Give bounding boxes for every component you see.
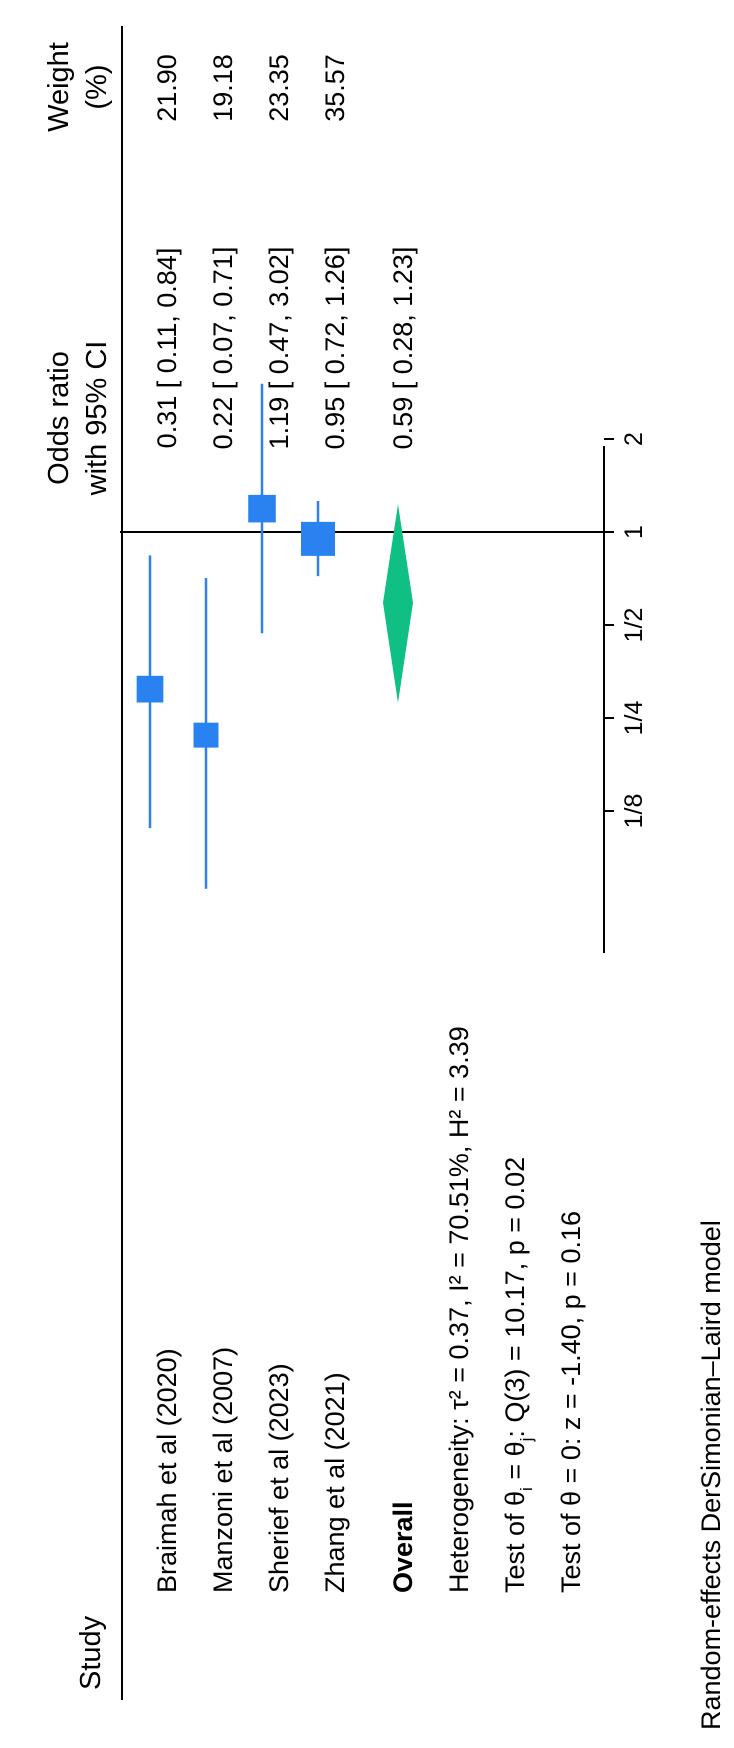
q-test-text: Test of θi = θj: Q(3) = 10.17, p = 0.02 <box>500 1157 536 1593</box>
chart-marks <box>136 383 413 889</box>
study-label: Sherief et al (2023) <box>264 1363 294 1593</box>
x-axis-tick-label: 1/4 <box>620 701 648 736</box>
study-ci-text: 0.22 [ 0.07, 0.71] <box>208 247 238 450</box>
study-marker <box>193 722 219 748</box>
x-axis-tick-label: 1/8 <box>620 794 648 829</box>
overall-label: Overall <box>388 1501 418 1593</box>
study-label: Manzoni et al (2007) <box>208 1347 238 1593</box>
header-weight-line1: Weight <box>43 42 75 132</box>
x-axis-ticks: 1/8 1/4 1/2 1 2 <box>604 432 648 828</box>
x-axis-tick-label: 1/2 <box>620 608 648 643</box>
study-marker <box>248 494 276 523</box>
header-or-line2: with 95% CI <box>81 341 113 497</box>
model-text: Random-effects DerSimonian–Laird model <box>696 1220 726 1730</box>
study-weight: 19.18 <box>208 54 238 122</box>
overall-ci-text: 0.59 [ 0.28, 1.23] <box>388 247 418 450</box>
heterogeneity-text: Heterogeneity: τ² = 0.37, I² = 70.51%, H… <box>444 1026 474 1593</box>
study-weight: 21.90 <box>152 54 182 122</box>
study-label: Zhang et al (2021) <box>320 1372 350 1593</box>
header-weight-line2: (%) <box>81 64 113 109</box>
study-ci-text: 1.19 [ 0.47, 3.02] <box>264 247 294 450</box>
x-axis-tick-label: 2 <box>620 432 648 446</box>
z-test-text: Test of θ = 0: z = -1.40, p = 0.16 <box>556 1211 586 1593</box>
study-weight: 35.57 <box>320 54 350 122</box>
header-study: Study <box>75 1615 107 1690</box>
study-ci-text: 0.31 [ 0.11, 0.84] <box>152 248 182 449</box>
header-or-line1: Odds ratio <box>43 351 75 485</box>
x-axis-tick-label: 1 <box>620 525 648 539</box>
study-marker <box>136 675 164 703</box>
study-weight: 23.35 <box>264 54 294 122</box>
study-ci-text: 0.95 [ 0.72, 1.26] <box>320 247 350 450</box>
study-marker <box>301 521 335 556</box>
overall-diamond <box>383 504 413 703</box>
study-label: Braimah et al (2020) <box>152 1348 182 1593</box>
